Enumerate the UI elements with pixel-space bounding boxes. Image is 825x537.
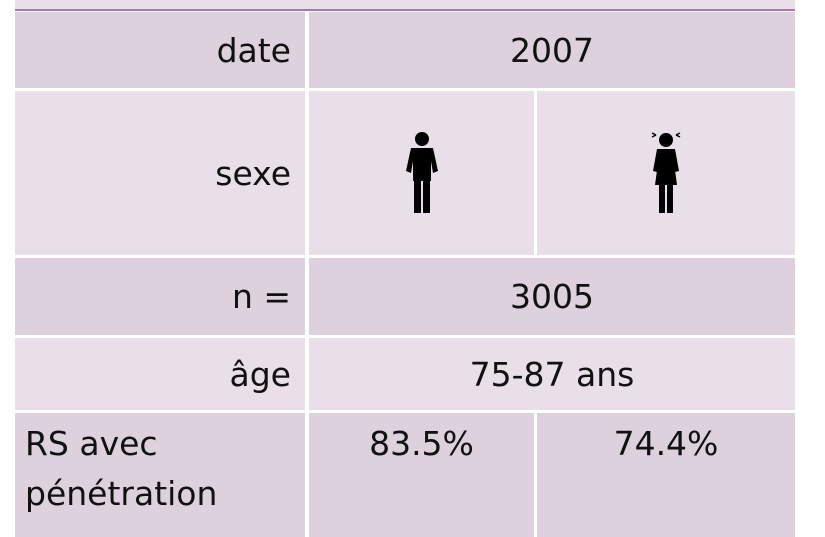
cell-value: 3005 (309, 258, 795, 335)
male-icon (405, 132, 438, 213)
cell-icon (309, 91, 534, 255)
female-icon (651, 132, 681, 213)
cell-value: 75-87 ans (309, 338, 795, 410)
row-label: RS avec pénétration (15, 413, 305, 537)
cell-icon (537, 91, 795, 255)
header-strip (15, 0, 795, 11)
cell-value: 74.4% (537, 413, 795, 537)
row-label: n = (15, 258, 305, 335)
row-label: date (15, 12, 305, 88)
row-label: âge (15, 338, 305, 410)
cell-value: 2007 (309, 12, 795, 88)
row-label: sexe (15, 91, 305, 255)
cell-value: 83.5% (309, 413, 534, 537)
